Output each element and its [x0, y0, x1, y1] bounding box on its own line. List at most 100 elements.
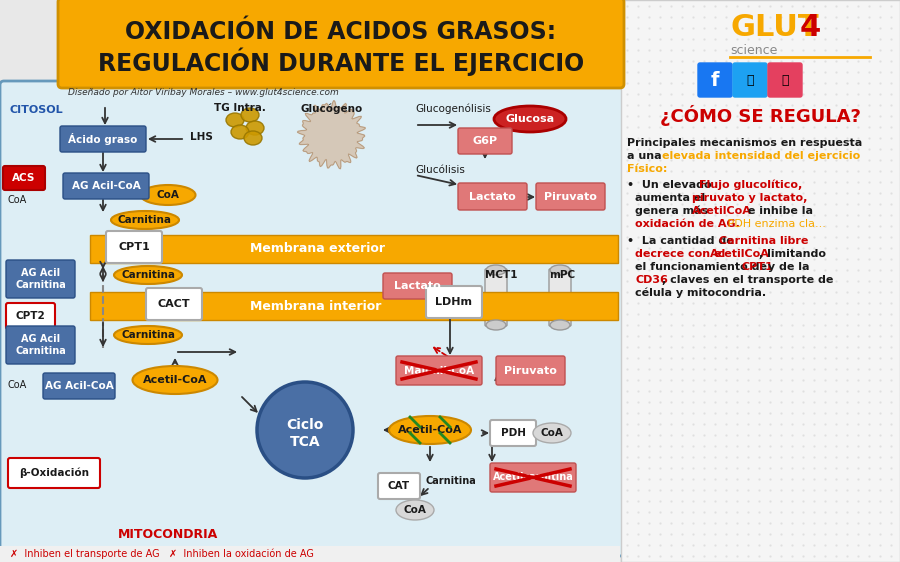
FancyBboxPatch shape [426, 286, 482, 318]
Text: Carnitina: Carnitina [121, 270, 175, 280]
Text: OXIDACIÓN DE ACIDOS GRASOS:: OXIDACIÓN DE ACIDOS GRASOS: [125, 20, 556, 44]
Text: y de la: y de la [764, 262, 809, 272]
Text: PDH: PDH [500, 428, 526, 438]
Text: Acetil-CoA: Acetil-CoA [398, 425, 463, 435]
Ellipse shape [132, 366, 218, 394]
Text: aumenta el: aumenta el [635, 193, 709, 203]
FancyBboxPatch shape [768, 63, 802, 97]
Text: CITOSOL: CITOSOL [10, 105, 64, 115]
FancyBboxPatch shape [383, 273, 452, 299]
Text: science: science [730, 43, 778, 57]
Text: Membrana exterior: Membrana exterior [250, 242, 385, 256]
FancyBboxPatch shape [490, 463, 576, 492]
Text: piruvato y lactato,: piruvato y lactato, [692, 193, 807, 203]
Text: AG Acil-CoA: AG Acil-CoA [72, 181, 140, 191]
Text: a una: a una [627, 151, 665, 161]
FancyBboxPatch shape [621, 0, 900, 562]
Ellipse shape [241, 108, 259, 122]
Text: Ácido graso: Ácido graso [68, 133, 138, 145]
Text: Flujo glucolítico,: Flujo glucolítico, [699, 180, 802, 191]
Text: Piruvato: Piruvato [544, 192, 597, 202]
Text: f: f [711, 70, 719, 89]
FancyBboxPatch shape [58, 0, 624, 88]
FancyBboxPatch shape [90, 235, 618, 263]
Text: Membrana interior: Membrana interior [250, 300, 382, 312]
Text: Piruvato: Piruvato [504, 365, 557, 375]
Text: LDHm: LDHm [436, 297, 472, 307]
Text: CoA: CoA [541, 428, 563, 438]
Text: ✗  Inhiben el transporte de AG   ✗  Inhiben la oxidación de AG: ✗ Inhiben el transporte de AG ✗ Inhiben … [10, 549, 314, 559]
FancyBboxPatch shape [106, 231, 162, 263]
FancyBboxPatch shape [90, 292, 618, 320]
FancyBboxPatch shape [485, 269, 507, 326]
FancyBboxPatch shape [698, 63, 732, 97]
Text: CACT: CACT [158, 299, 190, 309]
Ellipse shape [396, 500, 434, 520]
Text: 4: 4 [800, 13, 821, 43]
Text: CPT1: CPT1 [118, 242, 150, 252]
Text: MITOCONDRIA: MITOCONDRIA [118, 528, 218, 541]
Text: Físico:: Físico: [627, 164, 668, 174]
Text: TG Intra.: TG Intra. [214, 103, 266, 113]
Text: célula y mitocondria.: célula y mitocondria. [635, 288, 766, 298]
FancyBboxPatch shape [60, 126, 146, 152]
Ellipse shape [389, 416, 471, 444]
Text: mPC: mPC [549, 270, 575, 280]
Ellipse shape [533, 423, 571, 443]
Ellipse shape [140, 185, 195, 205]
Text: REGULACIÓN DURANTE EL EJERCICIO: REGULACIÓN DURANTE EL EJERCICIO [98, 48, 584, 76]
Text: Lactato: Lactato [469, 192, 516, 202]
Text: Ciclo: Ciclo [286, 418, 324, 432]
Text: elevada intensidad del ejercicio: elevada intensidad del ejercicio [662, 151, 860, 161]
Text: G6P: G6P [472, 136, 498, 146]
Text: Glucosa: Glucosa [506, 114, 554, 124]
Text: CoA: CoA [8, 380, 27, 390]
FancyBboxPatch shape [63, 173, 149, 199]
Text: Acetilcarnitina: Acetilcarnitina [492, 473, 573, 483]
FancyBboxPatch shape [496, 356, 565, 385]
Text: AcetilCoA: AcetilCoA [692, 206, 752, 216]
Ellipse shape [486, 265, 506, 275]
Text: decrece con el: decrece con el [635, 249, 729, 259]
Ellipse shape [246, 121, 264, 135]
FancyBboxPatch shape [3, 166, 45, 190]
FancyBboxPatch shape [6, 303, 55, 329]
Text: e inhibe la: e inhibe la [744, 206, 813, 216]
Text: Carnitina: Carnitina [118, 215, 172, 225]
FancyBboxPatch shape [458, 128, 512, 154]
Text: Carnitina: Carnitina [425, 476, 476, 486]
Text: Glucogenólisis: Glucogenólisis [415, 103, 491, 114]
Text: Carnitina: Carnitina [121, 330, 175, 340]
Text: β-Oxidación: β-Oxidación [19, 468, 89, 478]
Text: Diseñado por Aitor Viribay Morales – www.glut4science.com: Diseñado por Aitor Viribay Morales – www… [68, 88, 338, 97]
Text: CD36: CD36 [635, 275, 668, 285]
Polygon shape [297, 101, 365, 169]
Ellipse shape [486, 320, 506, 330]
Circle shape [257, 382, 353, 478]
FancyBboxPatch shape [549, 269, 571, 326]
Text: •  Un elevado: • Un elevado [627, 180, 716, 190]
Ellipse shape [114, 266, 182, 284]
Text: Malonil-CoA: Malonil-CoA [404, 365, 474, 375]
Text: Principales mecanismos en respuesta: Principales mecanismos en respuesta [627, 138, 862, 148]
Ellipse shape [550, 265, 570, 275]
Text: AG Acil
Carnitina: AG Acil Carnitina [15, 268, 66, 290]
Text: ACS: ACS [13, 173, 36, 183]
Text: , limitando: , limitando [759, 249, 826, 259]
Text: Glucólisis: Glucólisis [415, 165, 465, 175]
Text: CoA: CoA [157, 190, 179, 200]
Text: CAT: CAT [388, 481, 410, 491]
Text: , claves en el transporte de: , claves en el transporte de [662, 275, 833, 285]
Text: LHS: LHS [190, 132, 213, 142]
FancyBboxPatch shape [396, 356, 482, 385]
Text: ¿CÓMO SE REGULA?: ¿CÓMO SE REGULA? [660, 105, 860, 125]
Text: AG Acil
Carnitina: AG Acil Carnitina [15, 334, 66, 356]
FancyBboxPatch shape [378, 473, 420, 499]
FancyBboxPatch shape [0, 546, 620, 562]
Ellipse shape [226, 113, 244, 127]
FancyBboxPatch shape [6, 260, 75, 298]
FancyBboxPatch shape [490, 420, 536, 446]
Text: Acetil-CoA: Acetil-CoA [143, 375, 207, 385]
Text: •  La cantidad de: • La cantidad de [627, 236, 738, 246]
FancyBboxPatch shape [458, 183, 527, 210]
